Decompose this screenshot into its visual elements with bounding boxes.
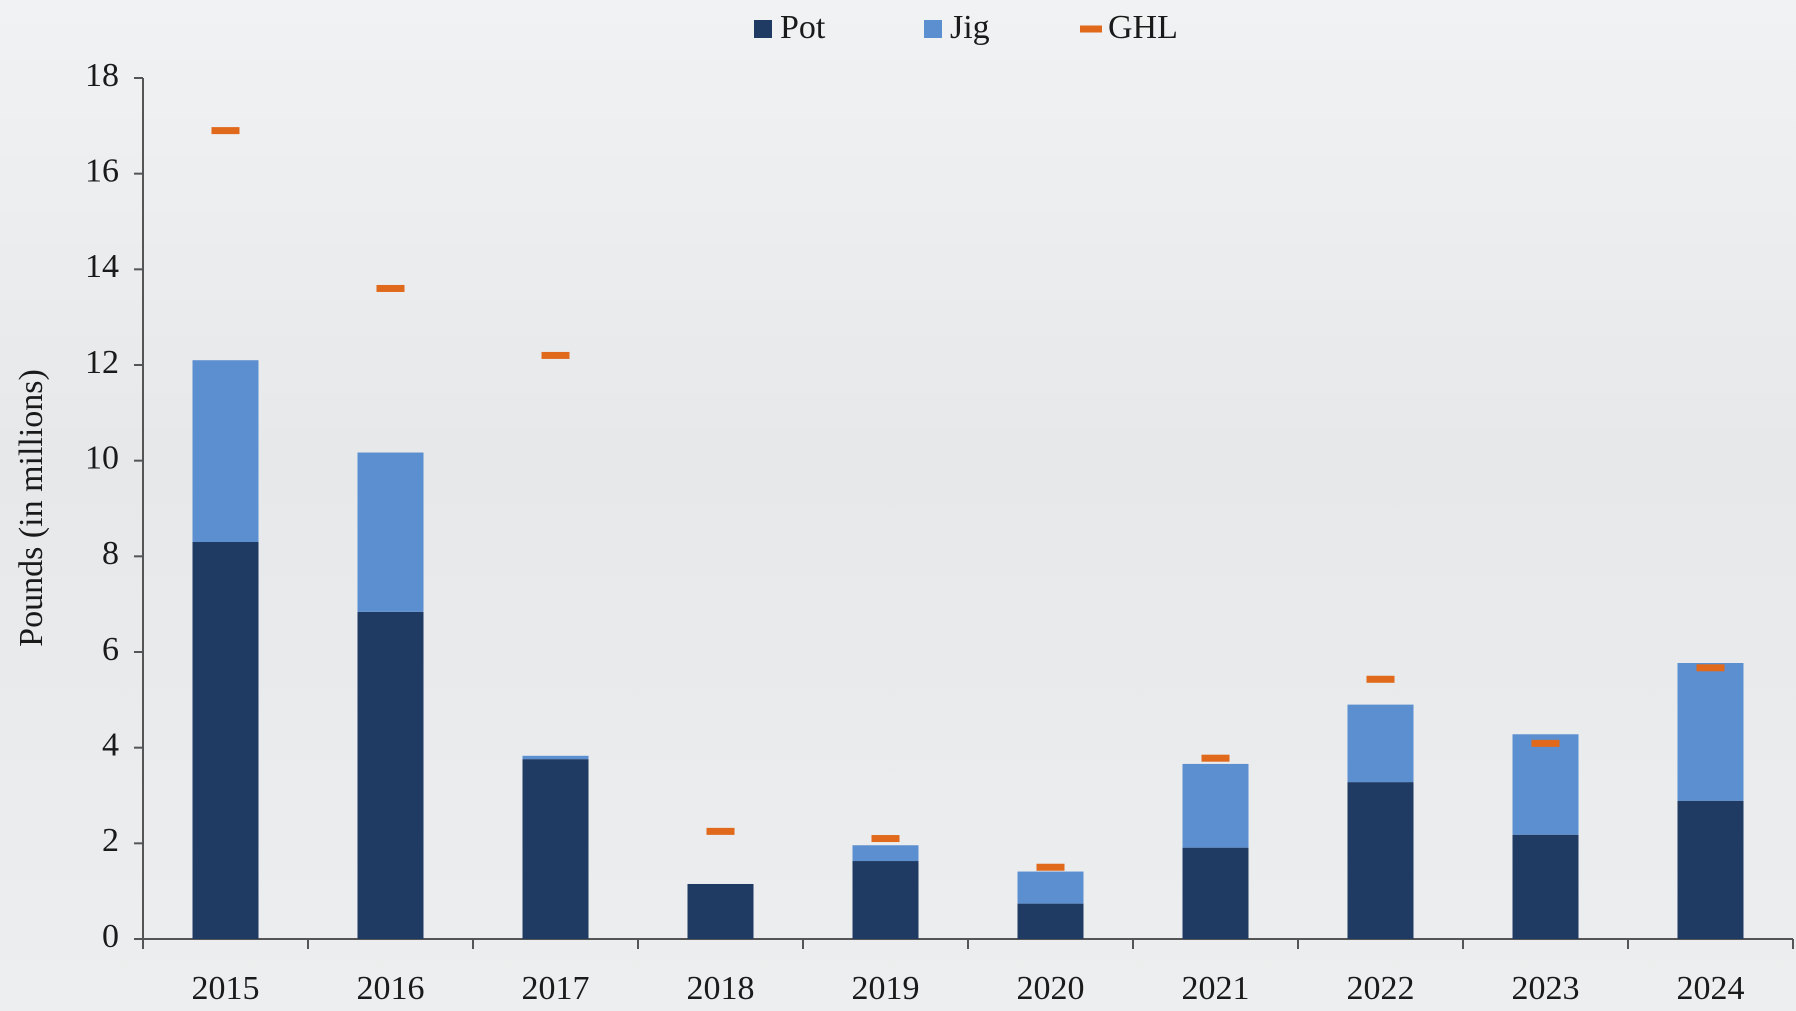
bar-segment: [1347, 782, 1414, 939]
y-tick-label: 6: [102, 631, 119, 668]
bar-segment: [522, 759, 589, 939]
x-tick-label: 2020: [1017, 970, 1085, 1007]
y-tick-label: 14: [85, 248, 119, 285]
bar-segment: [1017, 903, 1084, 939]
bar-segment: [1182, 763, 1249, 848]
x-tick-label: 2023: [1512, 970, 1580, 1007]
legend-label: Pot: [780, 9, 826, 46]
bar-segment: [1512, 734, 1579, 835]
bar-segment: [192, 541, 259, 939]
ghl-marker: [706, 827, 735, 835]
y-tick-label: 18: [85, 57, 119, 94]
y-tick-label: 4: [102, 726, 119, 763]
bar-segment: [1347, 704, 1414, 783]
bar-segment: [522, 755, 589, 760]
legend-swatch: [1080, 25, 1102, 33]
x-tick-label: 2019: [852, 970, 920, 1007]
ghl-marker: [1201, 754, 1230, 762]
bar-segment: [1017, 871, 1084, 904]
ghl-marker: [541, 351, 570, 359]
y-axis-label: Pounds (in millions): [13, 369, 50, 647]
bar-segment: [1677, 663, 1744, 801]
bar-segment: [1677, 800, 1744, 939]
bar-segment: [1512, 834, 1579, 939]
ghl-marker: [871, 835, 900, 843]
x-tick-label: 2024: [1677, 970, 1745, 1007]
ghl-marker: [1696, 664, 1725, 672]
x-tick-label: 2015: [192, 970, 260, 1007]
bar-segment: [192, 360, 259, 542]
x-tick-label: 2022: [1347, 970, 1415, 1007]
ghl-marker: [1036, 863, 1065, 871]
ghl-marker: [1366, 675, 1395, 683]
bar-segment: [852, 845, 919, 862]
y-tick-label: 16: [85, 152, 119, 189]
x-tick-label: 2021: [1182, 970, 1250, 1007]
legend-label: Jig: [950, 9, 990, 46]
bar-segment: [852, 861, 919, 939]
y-tick-label: 0: [102, 918, 119, 955]
x-tick-label: 2018: [687, 970, 755, 1007]
x-tick-label: 2017: [522, 970, 590, 1007]
bar-segment: [357, 611, 424, 939]
ghl-marker: [1531, 739, 1560, 747]
bar-segment: [687, 883, 754, 939]
y-tick-label: 12: [85, 344, 119, 381]
legend-swatch: [754, 20, 772, 38]
y-tick-label: 2: [102, 822, 119, 859]
ghl-marker: [211, 127, 240, 135]
y-tick-label: 10: [85, 439, 119, 476]
legend-swatch: [924, 20, 942, 38]
x-tick-label: 2016: [357, 970, 425, 1007]
ghl-marker: [376, 284, 405, 292]
legend-label: GHL: [1108, 9, 1178, 46]
bar-segment: [1182, 847, 1249, 939]
y-tick-label: 8: [102, 535, 119, 572]
bar-segment: [357, 452, 424, 612]
